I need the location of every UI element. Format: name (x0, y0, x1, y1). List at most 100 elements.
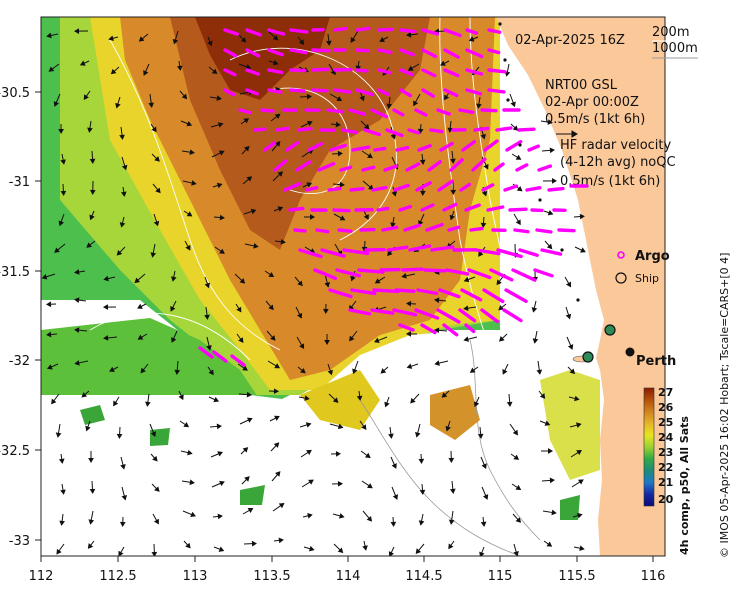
gsl-arrow-head (60, 190, 67, 196)
gsl-arrow-head (405, 331, 412, 337)
gsl-arrow-head (148, 102, 155, 108)
hf-arrow (395, 145, 410, 152)
hf-arrow (327, 186, 342, 192)
hf-arrow (439, 141, 454, 152)
hf-arrow (469, 226, 484, 232)
hf-arrow (436, 108, 452, 116)
hf-arrow (245, 48, 261, 58)
land (496, 17, 665, 556)
gsl-arrow-head (481, 463, 487, 469)
gsl-arrow-head (186, 211, 193, 217)
gsl-arrow-head (463, 305, 469, 311)
gsl-arrow-head (41, 274, 48, 280)
gsl-arrow-head (153, 518, 159, 525)
hf-arrow (416, 288, 439, 296)
hf-arrow (421, 68, 437, 78)
hf-arrow (401, 267, 424, 272)
hf-arrow (438, 288, 461, 299)
hf-arrow (474, 248, 501, 256)
hf-arrow (361, 165, 376, 172)
cb-tick-20: 20 (658, 493, 674, 506)
gsl-arrow-head (191, 180, 197, 186)
gsl-arrow-head (483, 163, 489, 170)
hf-arrow (527, 144, 540, 152)
hf-arrow (349, 187, 365, 192)
gsl-arrow-head (367, 483, 373, 489)
hf-arrow (414, 108, 428, 117)
hf-arrow (238, 108, 252, 115)
gsl-arrow-head (352, 368, 358, 375)
hf-arrow (311, 67, 330, 72)
sst-south-orange-patch (430, 385, 480, 440)
gsl-arrow-head (137, 303, 143, 309)
hf-arrow (504, 288, 528, 303)
hf-arrow (385, 128, 404, 138)
gsl-arrow-head (277, 206, 284, 212)
gsl-arrow-head (242, 365, 248, 371)
argo-label: Argo (635, 249, 670, 264)
gsl-arrow-head (250, 208, 257, 215)
gsl-arrow-head (390, 222, 396, 228)
gsl-arrow-head (277, 171, 284, 177)
gsl-arrow-head (418, 520, 425, 526)
gsl-arrow-head (181, 93, 188, 100)
hf-arrow (348, 308, 372, 316)
hf-arrow (355, 26, 371, 32)
gsl-arrow-head (189, 149, 195, 155)
gsl-arrow-head (468, 36, 475, 42)
gsl-arrow-head (81, 392, 88, 398)
gsl-arrow-head (118, 550, 124, 556)
gsl-arrow-head (549, 477, 555, 484)
sst-nearshore-yellow (540, 370, 600, 480)
hf-arrow (372, 288, 400, 294)
gsl-arrow-head (113, 400, 119, 407)
gsl-arrow-head (415, 548, 422, 554)
hf-arrow (320, 248, 346, 258)
hf-arrow (230, 354, 246, 367)
gsl-arrow-head (121, 494, 128, 501)
credit-text: © IMOS 05-Apr-2025 16:02 Hobart; Tscale=… (718, 253, 731, 558)
hf-arrow (443, 28, 462, 38)
gsl-arrow-head (219, 480, 225, 487)
hf-arrow (489, 268, 514, 282)
hf-arrow (377, 68, 392, 75)
hf-arrow (414, 308, 440, 320)
gsl-arrow-head (363, 123, 370, 130)
gsl-arrow-head (368, 184, 374, 191)
gsl-arrow-head (324, 282, 330, 288)
gsl-arrow-head (154, 156, 160, 162)
gsl-arrow-head (448, 543, 454, 550)
hf-arrow (415, 181, 432, 192)
gsl-arrow-head (272, 59, 279, 66)
gsl-arrow-head (83, 94, 89, 101)
gsl-arrow-head (151, 126, 157, 133)
hf-arrow (377, 27, 394, 32)
gsl-arrow-head (450, 189, 457, 196)
gsl-arrow-head (476, 103, 482, 109)
hf-arrow (337, 228, 353, 233)
gsl-arrow-head (388, 433, 394, 439)
hf-arrow (348, 108, 367, 116)
gsl-arrow-head (504, 71, 511, 77)
y-tick-32: -32 (9, 354, 30, 369)
gsl-arrow-head (374, 278, 381, 284)
gsl-arrow-head (445, 425, 451, 432)
hf-arrow (473, 126, 490, 132)
hf-arrow (505, 139, 523, 152)
gsl-arrow-head (387, 250, 393, 257)
gsl-arrow-head (119, 134, 125, 140)
hf-arrow (481, 183, 495, 192)
gsl-arrow-head (478, 251, 484, 257)
gsl-arrow-head (578, 479, 584, 485)
hf-arrow (442, 323, 459, 337)
gsl-arrow-head (469, 367, 476, 373)
gsl-arrow-head (413, 100, 419, 107)
hf-arrow (371, 185, 388, 192)
gsl-arrow-head (103, 335, 109, 341)
gsl-arrow-head (89, 488, 96, 494)
hf-arrow (405, 162, 421, 172)
hf-arrow (443, 68, 460, 78)
gsl-arrow-head (349, 335, 355, 342)
gsl-arrow-head (380, 368, 387, 374)
gsl-arrow-head (337, 480, 344, 487)
